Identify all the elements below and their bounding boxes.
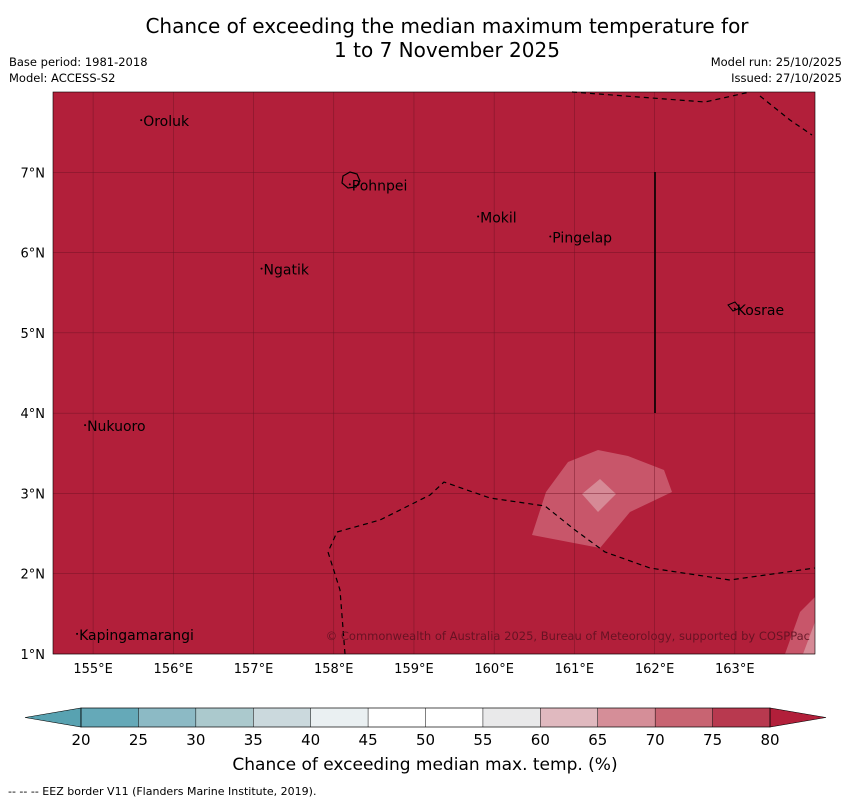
issued-date: Issued: 27/10/2025 <box>731 71 842 85</box>
probability-patch-se-inner <box>803 622 815 654</box>
lat-tick-label: 7°N <box>21 166 46 181</box>
model-name: Model: ACCESS-S2 <box>9 71 116 85</box>
place-label: Pohnpei <box>352 178 408 194</box>
lon-tick-label: 160°E <box>474 662 514 677</box>
lon-tick-label: 163°E <box>715 662 755 677</box>
colorbar-tick-label: 20 <box>71 731 90 749</box>
model-info: Base period: 1981-2018 Model: ACCESS-S2 <box>9 54 148 86</box>
colorbar-tick-label: 35 <box>244 731 263 749</box>
colorbar-swatch <box>253 708 311 727</box>
eez-border-northeast <box>759 95 813 136</box>
probability-patch-65 <box>582 479 616 512</box>
map-frame <box>52 91 816 655</box>
probability-patch-se <box>785 597 815 654</box>
lat-tick-label: 2°N <box>21 568 46 583</box>
eez-legend-note: -- -- -- EEZ border V11 (Flanders Marine… <box>8 785 317 798</box>
lat-tick-label: 1°N <box>21 648 46 663</box>
lon-tick-label: 156°E <box>154 662 194 677</box>
lon-tick-label: 157°E <box>234 662 274 677</box>
colorbar-tick-label: 40 <box>301 731 320 749</box>
run-info: Model run: 25/10/2025 Issued: 27/10/2025 <box>711 54 842 86</box>
colorbar-tick-label: 60 <box>531 731 550 749</box>
island-marker <box>733 307 736 310</box>
colorbar-label: Chance of exceeding median max. temp. (%… <box>232 755 618 775</box>
lat-tick-label: 6°N <box>21 247 46 262</box>
colorbar-tick-label: 30 <box>186 731 205 749</box>
kosrae-island-outline <box>727 301 741 312</box>
place-label: Pingelap <box>552 231 612 247</box>
island-marker <box>549 235 552 238</box>
colorbar-tick-label: 80 <box>760 731 779 749</box>
place-label: Nukuoro <box>87 419 145 435</box>
colorbar-over-arrow <box>769 707 827 728</box>
island-marker <box>84 424 87 427</box>
place-label: Kapingamarangi <box>79 628 194 644</box>
copyright-credit: © Commonwealth of Australia 2025, Bureau… <box>326 629 810 643</box>
title-line-1: Chance of exceeding the median maximum t… <box>145 14 749 38</box>
chart-title: Chance of exceeding the median maximum t… <box>0 14 850 62</box>
colorbar-swatch <box>138 708 197 727</box>
map-background <box>53 92 815 654</box>
colorbar-swatch <box>540 708 599 727</box>
colorbar-tick-label: 75 <box>703 731 722 749</box>
lon-tick-label: 155°E <box>73 662 113 677</box>
colorbar-swatch <box>655 708 713 727</box>
place-label: Mokil <box>480 210 517 226</box>
lat-tick-label: 3°N <box>21 487 46 502</box>
colorbar-under-arrow <box>24 707 82 728</box>
place-label: Kosrae <box>737 303 784 319</box>
lon-tick-label: 158°E <box>314 662 354 677</box>
island-marker <box>477 215 480 218</box>
lat-tick-label: 4°N <box>21 407 46 422</box>
colorbar-tick-label: 45 <box>359 731 378 749</box>
colorbar-swatch <box>425 708 484 727</box>
colorbar-tick-label: 55 <box>473 731 492 749</box>
colorbar-swatch <box>712 708 771 727</box>
colorbar-tick-label: 70 <box>646 731 665 749</box>
pohnpei-island-outline <box>341 171 361 189</box>
island-marker <box>76 632 79 635</box>
lon-tick-label: 162°E <box>635 662 675 677</box>
lat-tick-label: 5°N <box>21 327 46 342</box>
colorbar-swatch <box>482 708 541 727</box>
island-marker <box>260 267 263 270</box>
place-label: Oroluk <box>143 114 190 130</box>
island-marker <box>140 119 143 122</box>
lon-tick-label: 159°E <box>394 662 434 677</box>
title-line-2: 1 to 7 November 2025 <box>334 38 560 62</box>
colorbar-swatch <box>195 708 254 727</box>
colorbar-swatch <box>597 708 656 727</box>
colorbar-swatch <box>310 708 369 727</box>
colorbar-swatch <box>368 708 426 727</box>
colorbar-frame <box>80 707 771 728</box>
colorbar-swatch <box>81 708 139 727</box>
lon-tick-label: 161°E <box>555 662 595 677</box>
eez-border-north <box>571 91 751 103</box>
colorbar-tick-label: 50 <box>416 731 435 749</box>
island-marker <box>348 183 351 186</box>
place-label: Ngatik <box>264 263 310 279</box>
colorbar-tick-label: 25 <box>129 731 148 749</box>
model-run-date: Model run: 25/10/2025 <box>710 55 842 69</box>
colorbar-tick-label: 65 <box>588 731 607 749</box>
base-period: Base period: 1981-2018 <box>9 55 148 69</box>
